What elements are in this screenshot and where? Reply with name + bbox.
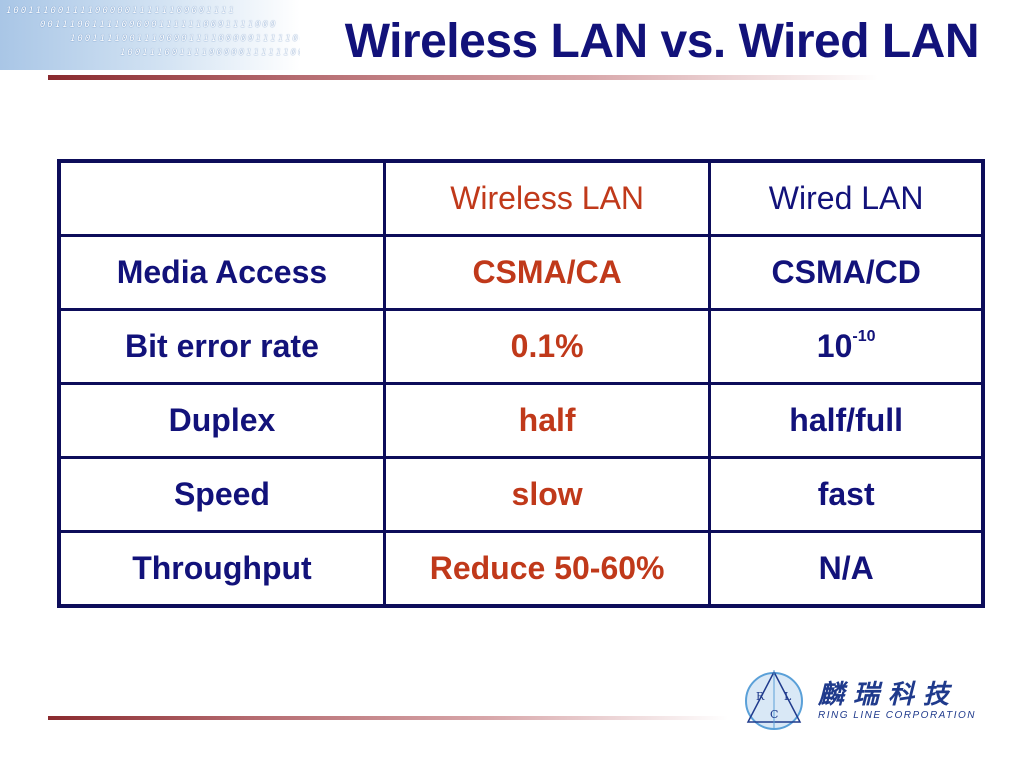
row-label: Media Access	[57, 234, 386, 312]
wired-value: CSMA/CD	[708, 234, 985, 312]
table-row: Media Access CSMA/CA CSMA/CD	[57, 234, 985, 312]
wireless-value: Reduce 50-60%	[382, 529, 712, 608]
table-row: Throughput Reduce 50-60% N/A	[57, 529, 985, 608]
table-header-wired: Wired LAN	[708, 159, 985, 238]
wired-value: half/full	[708, 381, 985, 459]
row-label: Speed	[57, 455, 386, 533]
table-header-empty	[57, 159, 386, 238]
row-label: Bit error rate	[57, 308, 386, 385]
table-row: Bit error rate 0.1% 10-10	[57, 308, 985, 385]
wireless-value: CSMA/CA	[382, 234, 712, 312]
row-label: Duplex	[57, 381, 386, 459]
badge-letter-l: L	[784, 690, 792, 703]
company-logo: R L C 麟瑞科技 RING LINE CORPORATION	[742, 668, 1002, 738]
binary-row: 1001110011110000011111100001111	[6, 6, 236, 16]
wired-value: 10-10	[708, 308, 985, 385]
binary-row: 10011110011100001111000001111100	[70, 34, 300, 44]
comparison-table: Wireless LAN Wired LAN Media Access CSMA…	[57, 159, 985, 608]
wireless-value: slow	[382, 455, 712, 533]
binary-row: 1001110011110000011111100	[120, 48, 300, 58]
footer-divider	[48, 716, 728, 720]
slide-title: Wireless LAN vs. Wired LAN	[344, 15, 980, 68]
table-header-wireless: Wireless LAN	[382, 159, 712, 238]
logo-english-name: RING LINE CORPORATION	[818, 710, 976, 721]
wired-value: fast	[708, 455, 985, 533]
wireless-value: half	[382, 381, 712, 459]
logo-chinese-name: 麟瑞科技	[818, 680, 959, 710]
table-row: Speed slow fast	[57, 455, 985, 533]
wired-value: N/A	[708, 529, 985, 608]
table-header-row: Wireless LAN Wired LAN	[57, 159, 985, 238]
badge-letter-c: C	[770, 708, 778, 721]
rlc-badge-icon: R L C	[745, 670, 803, 730]
row-label: Throughput	[57, 529, 386, 608]
binary-decoration: 1001110011110000011111100001111 00111001…	[0, 0, 300, 70]
wireless-value: 0.1%	[382, 308, 712, 385]
binary-row: 00111001111000001111110001111000	[40, 20, 278, 30]
wired-value-exponent: -10	[852, 328, 876, 346]
wired-value-base: 10	[816, 328, 853, 365]
table-row: Duplex half half/full	[57, 381, 985, 459]
badge-letter-r: R	[756, 690, 765, 703]
title-divider	[48, 75, 878, 80]
